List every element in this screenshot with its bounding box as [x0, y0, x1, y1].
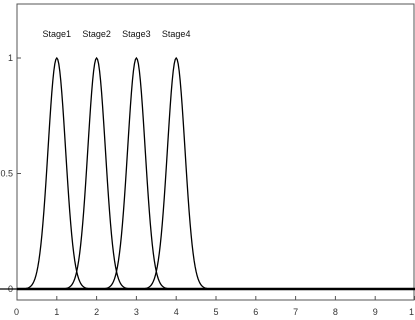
stage-label-stage2: Stage2 — [82, 29, 111, 39]
stage-label-stage3: Stage3 — [122, 29, 151, 39]
x-tick-label: 0 — [14, 307, 19, 317]
x-tick-label: 8 — [333, 307, 338, 317]
x-tick-label: 9 — [373, 307, 378, 317]
x-tick-label: 6 — [253, 307, 258, 317]
series-line-stage4 — [116, 56, 236, 290]
y-tick-label: 0.5 — [0, 169, 13, 179]
stage-labels: Stage1 Stage2 Stage3 Stage4 — [43, 29, 191, 39]
series-line-stage3 — [76, 56, 197, 290]
y-axis: 00.51 — [0, 53, 21, 294]
y-tick-label: 1 — [8, 53, 13, 63]
plot-frame — [16, 3, 415, 301]
x-tick-label: 7 — [293, 307, 298, 317]
stage-label-stage1: Stage1 — [43, 29, 72, 39]
x-axis: 0 1 2 3 4 5 6 7 8 9 1 — [14, 296, 415, 317]
x-tick-label: 1 — [54, 307, 59, 317]
x-tick-label: 3 — [134, 307, 139, 317]
series-line-stage2 — [36, 56, 157, 290]
x-tick-label: 5 — [213, 307, 218, 317]
x-tick-label: 4 — [174, 307, 179, 317]
stage-label-stage4: Stage4 — [162, 29, 191, 39]
curves-layer — [0, 56, 415, 291]
x-tick-label: 2 — [94, 307, 99, 317]
x-tick-label: 1 — [409, 307, 414, 317]
